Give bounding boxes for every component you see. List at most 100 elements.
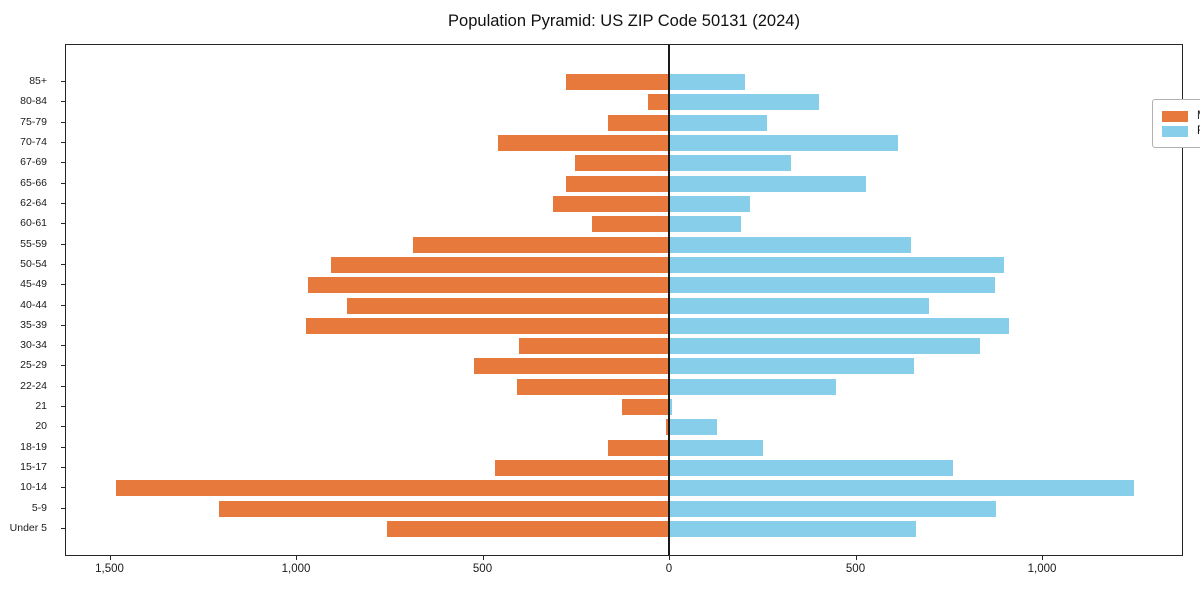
y-tick-mark <box>61 81 65 82</box>
bar-male-10-14 <box>116 480 670 497</box>
bar-female-20 <box>670 419 717 436</box>
y-axis-labels: 85+ 80-84 75-79 70-74 67-69 65-66 62-64 60-61 55… <box>0 44 56 556</box>
bar-female-10-14 <box>670 480 1135 497</box>
bar-male-55-59 <box>412 236 670 253</box>
bar-male-80-84 <box>647 94 670 111</box>
male-color-swatch <box>1162 110 1188 122</box>
bar-male-18-19 <box>608 439 670 456</box>
y-tick-label-60-61: 60-61 <box>20 217 47 230</box>
bar-female-15-17 <box>670 460 954 477</box>
plot-area: Male Female <box>65 44 1200 556</box>
bar-male-62-64 <box>552 195 670 212</box>
bar-male-15-17 <box>494 460 670 477</box>
x-tick-label-0: 0 <box>665 563 673 575</box>
bar-female-21 <box>670 399 672 416</box>
y-tick-mark <box>61 202 65 204</box>
y-tick-label-62-64: 62-64 <box>20 196 47 209</box>
bar-male-67-69 <box>574 155 670 172</box>
y-tick-mark <box>61 406 65 408</box>
bar-male-75-79 <box>608 114 670 131</box>
bar-male-65-66 <box>565 175 670 192</box>
bar-male-35-39 <box>306 317 670 334</box>
y-tick-mark <box>61 365 65 367</box>
y-tick-label-50-54: 50-54 <box>20 257 47 270</box>
legend-label-male: Male <box>1197 110 1200 122</box>
y-tick-label-25-29: 25-29 <box>20 359 47 372</box>
y-tick-label-15-17: 15-17 <box>20 461 47 474</box>
y-tick-label-85+: 85+ <box>29 75 47 87</box>
y-tick-mark <box>61 324 65 326</box>
zero-axis-line <box>668 45 670 555</box>
bar-male-45-49 <box>308 277 670 294</box>
y-tick-mark <box>61 446 65 448</box>
y-tick-mark <box>61 223 65 225</box>
bar-female-75-79 <box>670 114 767 131</box>
bar-male-Under 5 <box>386 521 670 538</box>
bar-female-45-49 <box>670 277 995 294</box>
x-tick-label-500: 500 <box>472 563 493 575</box>
bar-female-40-44 <box>670 297 930 314</box>
y-tick-mark <box>61 284 65 286</box>
y-tick-label-45-49: 45-49 <box>20 278 47 291</box>
bar-female-55-59 <box>670 236 911 253</box>
y-tick-label-21: 21 <box>35 400 47 413</box>
y-tick-label-35-39: 35-39 <box>20 318 47 331</box>
y-tick-mark <box>61 385 65 387</box>
bar-female-22-24 <box>670 378 836 395</box>
legend-item-female: Female <box>1162 125 1200 137</box>
x-tick-mark <box>482 556 484 560</box>
x-tick-label-500: 500 <box>845 563 866 575</box>
y-tick-label-75-79: 75-79 <box>20 115 47 128</box>
y-tick-mark <box>61 507 65 509</box>
y-tick-mark <box>61 141 65 143</box>
y-tick-label-70-74: 70-74 <box>20 135 47 148</box>
y-tick-label-30-34: 30-34 <box>20 339 47 352</box>
x-tick-label-1,500: 1,500 <box>95 563 124 575</box>
legend-item-male: Male <box>1162 110 1200 122</box>
y-tick-label-22-24: 22-24 <box>20 379 47 392</box>
bar-male-21 <box>621 399 670 416</box>
y-tick-mark <box>61 243 65 245</box>
y-tick-label-18-19: 18-19 <box>20 440 47 453</box>
bar-female-18-19 <box>670 439 764 456</box>
bar-female-85+ <box>670 74 745 90</box>
bar-female-Under 5 <box>670 521 917 538</box>
bar-female-80-84 <box>670 94 820 111</box>
y-tick-mark <box>61 263 65 265</box>
y-tick-mark <box>61 182 65 184</box>
bar-female-5-9 <box>670 500 997 517</box>
bar-female-70-74 <box>670 134 898 151</box>
y-tick-mark <box>61 345 65 347</box>
bar-male-25-29 <box>474 358 670 375</box>
y-tick-label-10-14: 10-14 <box>20 481 47 494</box>
y-tick-mark <box>61 101 65 103</box>
bar-male-50-54 <box>330 256 670 273</box>
x-tick-label-1,000: 1,000 <box>281 563 311 575</box>
y-tick-label-65-66: 65-66 <box>20 176 47 189</box>
bar-male-70-74 <box>498 134 670 151</box>
y-tick-label-55-59: 55-59 <box>20 237 47 250</box>
bar-male-30-34 <box>518 338 670 355</box>
y-tick-label-20: 20 <box>35 420 47 433</box>
y-tick-label-80-84: 80-84 <box>20 95 47 108</box>
bar-female-35-39 <box>670 317 1010 334</box>
y-tick-mark <box>61 467 65 469</box>
bar-male-85+ <box>565 74 670 90</box>
y-tick-mark <box>61 121 65 123</box>
x-tick-mark <box>669 556 670 560</box>
x-tick-label-1,000: 1,000 <box>1027 563 1057 575</box>
bar-female-50-54 <box>670 256 1004 273</box>
bar-female-62-64 <box>670 195 751 212</box>
bar-female-67-69 <box>670 155 792 172</box>
bar-female-65-66 <box>670 175 866 192</box>
x-tick-mark <box>1042 556 1043 560</box>
bar-female-30-34 <box>670 338 980 355</box>
y-tick-mark <box>61 162 65 164</box>
legend-label-female: Female <box>1197 125 1200 137</box>
bar-male-22-24 <box>517 378 670 395</box>
y-tick-label-67-69: 67-69 <box>20 156 47 169</box>
y-tick-label-Under 5: Under 5 <box>9 522 47 535</box>
bar-male-40-44 <box>347 297 670 314</box>
y-tick-mark <box>61 304 65 306</box>
